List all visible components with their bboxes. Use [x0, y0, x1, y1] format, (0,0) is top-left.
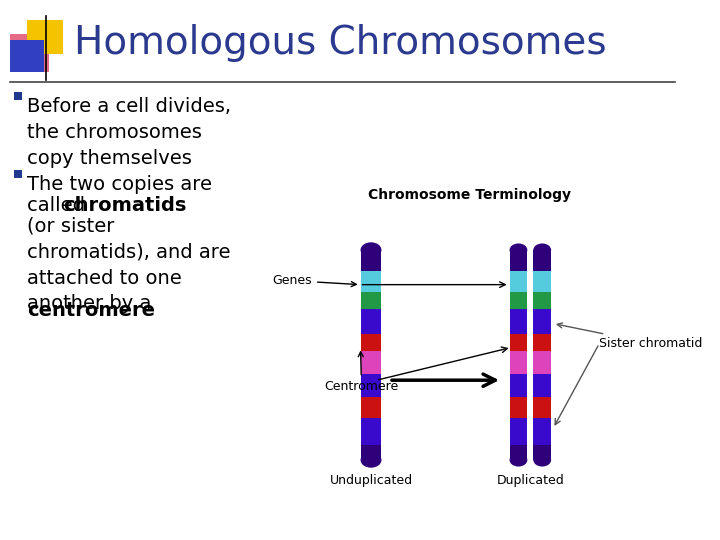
Bar	[534, 334, 551, 351]
Bar	[534, 309, 551, 334]
Ellipse shape	[361, 453, 382, 468]
Bar	[14, 92, 22, 100]
Bar	[361, 334, 382, 351]
Ellipse shape	[510, 454, 527, 467]
Text: Chromosome Terminology: Chromosome Terminology	[368, 188, 571, 202]
Text: (or sister
chromatids), and are
attached to one
another by a: (or sister chromatids), and are attached…	[27, 217, 230, 313]
Text: Sister chromatid: Sister chromatid	[557, 323, 703, 350]
Bar	[534, 397, 551, 418]
Bar	[510, 309, 527, 334]
Bar	[510, 351, 527, 374]
Bar	[510, 292, 527, 309]
Text: centromere: centromere	[27, 301, 155, 320]
Ellipse shape	[534, 454, 551, 467]
Ellipse shape	[361, 242, 382, 258]
Text: Homologous Chromosomes: Homologous Chromosomes	[74, 24, 607, 62]
Text: Before a cell divides,
the chromosomes
copy themselves: Before a cell divides, the chromosomes c…	[27, 97, 230, 167]
Text: Duplicated: Duplicated	[497, 474, 564, 487]
Bar	[361, 374, 382, 397]
Text: chromatids: chromatids	[63, 196, 186, 215]
Bar	[361, 418, 382, 446]
Bar	[510, 446, 527, 460]
Text: Unduplicated: Unduplicated	[330, 474, 413, 487]
Bar	[361, 351, 382, 374]
Bar	[534, 374, 551, 397]
Text: called: called	[27, 196, 91, 215]
Bar	[534, 292, 551, 309]
Bar	[534, 250, 551, 271]
Text: Genes: Genes	[272, 274, 356, 287]
Bar	[361, 271, 382, 292]
Bar	[534, 418, 551, 446]
Text: Centromere: Centromere	[325, 352, 399, 394]
Ellipse shape	[510, 244, 527, 256]
Bar	[27, 20, 63, 54]
Bar	[510, 334, 527, 351]
Bar	[510, 397, 527, 418]
Bar	[510, 250, 527, 271]
Bar	[361, 309, 382, 334]
Bar	[9, 40, 44, 72]
Bar	[361, 292, 382, 309]
Bar	[9, 34, 50, 72]
Bar	[527, 334, 534, 351]
Bar	[510, 418, 527, 446]
Bar	[361, 397, 382, 418]
Bar	[510, 271, 527, 292]
Bar	[534, 271, 551, 292]
Bar	[510, 374, 527, 397]
Bar	[534, 446, 551, 460]
Ellipse shape	[534, 244, 551, 256]
Bar	[14, 170, 22, 178]
Bar	[361, 446, 382, 460]
Bar	[534, 351, 551, 374]
Bar	[361, 250, 382, 271]
Text: The two copies are: The two copies are	[27, 175, 212, 194]
